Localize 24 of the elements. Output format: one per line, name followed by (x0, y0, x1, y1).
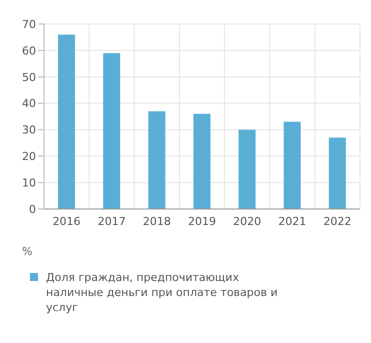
x-tick-label: 2018 (142, 214, 171, 228)
y-tick-label: 0 (29, 202, 36, 216)
bar (193, 114, 210, 209)
x-tick-label: 2019 (188, 214, 216, 228)
y-tick-label: 10 (22, 176, 36, 190)
bar (103, 53, 120, 209)
y-tick-label: 60 (22, 44, 36, 58)
x-tick-label: 2021 (278, 214, 306, 228)
y-tick-label: 30 (22, 124, 36, 137)
y-tick-label: 50 (22, 70, 36, 84)
y-tick-label: 40 (22, 97, 36, 110)
x-tick-label: 2020 (233, 214, 262, 228)
bar (58, 34, 75, 209)
bar (148, 111, 166, 209)
x-tick-label: 2022 (323, 214, 352, 228)
y-tick-label: 20 (22, 150, 36, 164)
y-axis-title: % (22, 245, 34, 258)
legend-label: Доля граждан, предпочитающих наличные деньги при оплате товаров и услуг (46, 270, 279, 315)
x-tick-label: 2016 (52, 214, 81, 228)
x-tick-label: 2017 (98, 214, 126, 228)
bar (284, 122, 301, 209)
bar (328, 138, 346, 209)
y-tick-label: 70 (22, 18, 36, 31)
bar (238, 130, 256, 209)
